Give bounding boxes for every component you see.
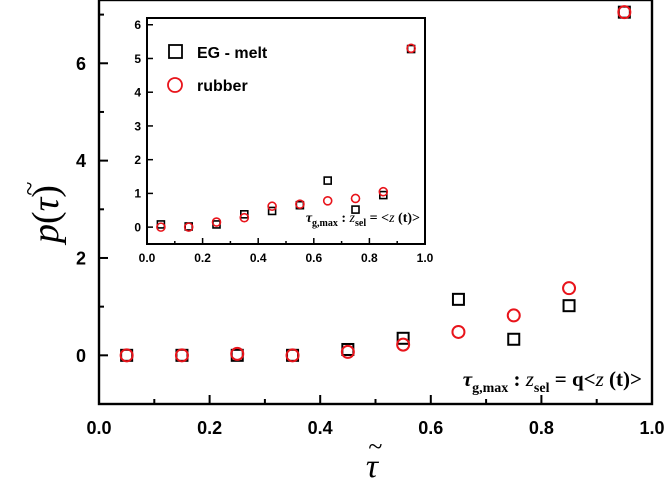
inset-point-rubber — [211, 217, 222, 227]
inset-xtick-label: 1.0 — [417, 251, 434, 265]
main-annot-z: z — [525, 367, 534, 391]
inset-point-rubber — [322, 196, 333, 206]
inset-point-eg-melt — [267, 206, 277, 216]
inset-point-rubber — [239, 212, 250, 223]
main-ytick-label: 0 — [76, 346, 86, 366]
main-point-eg-melt — [507, 332, 521, 346]
inset-point-rubber — [378, 186, 389, 197]
main-point-rubber — [617, 5, 632, 20]
main-xlabel: τ — [366, 448, 380, 485]
inset-ytick-label: 6 — [134, 18, 141, 32]
legend-marker-rubber — [167, 77, 183, 93]
main-xtick-label: 0.2 — [197, 418, 222, 438]
main-point-eg-melt — [451, 292, 465, 306]
main-xtick-label: 0.4 — [308, 418, 333, 438]
main-point-rubber — [230, 346, 245, 361]
main-xtick-label: 0.6 — [418, 418, 443, 438]
main-point-eg-melt — [562, 299, 576, 313]
inset-annot-z: z — [349, 211, 356, 226]
main-annot-z-sub: sel — [534, 381, 550, 396]
inset-plot-frame — [146, 17, 426, 245]
inset-annot-z-sub: sel — [355, 218, 366, 229]
main-annot-colon: : — [508, 367, 526, 391]
main-ylabel-paren-open: ( — [25, 211, 67, 224]
main-xtick-label: 0.0 — [86, 418, 111, 438]
main-point-rubber — [285, 348, 300, 363]
main-annot-tau-sub: g,max — [472, 381, 508, 396]
main-points — [119, 5, 632, 363]
legend-label-rubber: rubber — [197, 78, 248, 95]
inset-point-rubber — [350, 193, 361, 204]
main-point-rubber — [396, 337, 411, 352]
inset-points — [156, 43, 416, 232]
main-annot-rhs: = q< — [549, 367, 595, 391]
main-xlabel-tilde: ~ — [368, 432, 382, 461]
inset-ticks: 0.0 0.2 0.4 0.6 0.8 1.0 0 1 2 3 4 5 6 — [134, 18, 433, 265]
inset-xtick-label: 0.8 — [361, 251, 378, 265]
main-point-rubber — [451, 324, 466, 339]
main-xtick-label: 0.8 — [529, 418, 554, 438]
main-xtick-label: 1.0 — [639, 418, 664, 438]
main-annotation: τg,max : zsel = q<z (t)> — [463, 367, 642, 396]
main-point-rubber — [119, 348, 134, 363]
inset-annot-colon: : — [338, 211, 350, 226]
inset-xtick-label: 0.2 — [194, 251, 211, 265]
inset-annotation: τg,max : zsel = <z (t)> — [306, 211, 420, 229]
main-point-eg-melt — [396, 331, 410, 345]
inset-xtick-label: 0.0 — [139, 251, 156, 265]
legend-label-eg-melt: EG - melt — [197, 45, 268, 62]
legend-marker-eg-melt — [168, 44, 183, 59]
inset-point-rubber — [156, 222, 166, 232]
inset-ytick-label: 5 — [134, 52, 141, 66]
main-point-rubber — [174, 348, 189, 363]
main-ylabel-tau: τ — [25, 196, 67, 211]
inset-point-rubber — [295, 199, 305, 209]
main-annot-tau: τ — [463, 367, 473, 391]
inset-point-eg-melt — [240, 210, 249, 219]
inset-point-eg-melt — [323, 176, 333, 185]
main-ytick-label: 4 — [76, 151, 86, 171]
inset-chart: 0.0 0.2 0.4 0.6 0.8 1.0 0 1 2 3 4 5 6 EG - melt rubb… — [134, 17, 434, 265]
inset-point-rubber — [183, 222, 194, 232]
main-point-rubber — [340, 344, 355, 359]
main-point-rubber — [562, 281, 577, 296]
inset-annot-rhs-z: z — [388, 211, 395, 226]
inset-annot-tau-sub: g,max — [312, 218, 338, 229]
inset-ytick-label: 4 — [134, 86, 141, 100]
main-point-rubber — [506, 308, 521, 323]
main-annot-rhs-z: z — [595, 367, 604, 391]
inset-annot-rhs: = < — [366, 211, 389, 226]
main-ylabel-p: p — [25, 224, 67, 246]
inset-point-eg-melt — [351, 205, 360, 214]
main-ticks: 0.0 0.2 0.4 0.6 0.8 1.0 0 2 4 6 — [76, 13, 664, 438]
inset-legend: EG - melt rubber — [167, 44, 268, 95]
inset-ytick-label: 3 — [134, 119, 141, 133]
inset-xtick-label: 0.4 — [250, 251, 267, 265]
inset-ytick-label: 1 — [134, 187, 141, 201]
main-ytick-label: 6 — [76, 54, 86, 74]
main-annot-rhs-end: (t)> — [604, 367, 642, 391]
inset-annot-rhs-end: (t)> — [395, 211, 420, 226]
main-ylabel: p(τ) — [25, 185, 67, 246]
main-ylabel-tilde: ~ — [15, 182, 44, 196]
inset-xtick-label: 0.6 — [305, 251, 322, 265]
inset-point-rubber — [267, 201, 277, 212]
inset-ytick-label: 0 — [134, 220, 141, 234]
inset-point-rubber — [406, 43, 416, 54]
inset-point-eg-melt — [378, 190, 388, 200]
main-ylabel-paren-close: ) — [25, 185, 67, 198]
inset-ytick-label: 2 — [134, 153, 141, 167]
main-ytick-label: 2 — [76, 248, 86, 268]
inset-annot-tau: τ — [306, 211, 313, 226]
